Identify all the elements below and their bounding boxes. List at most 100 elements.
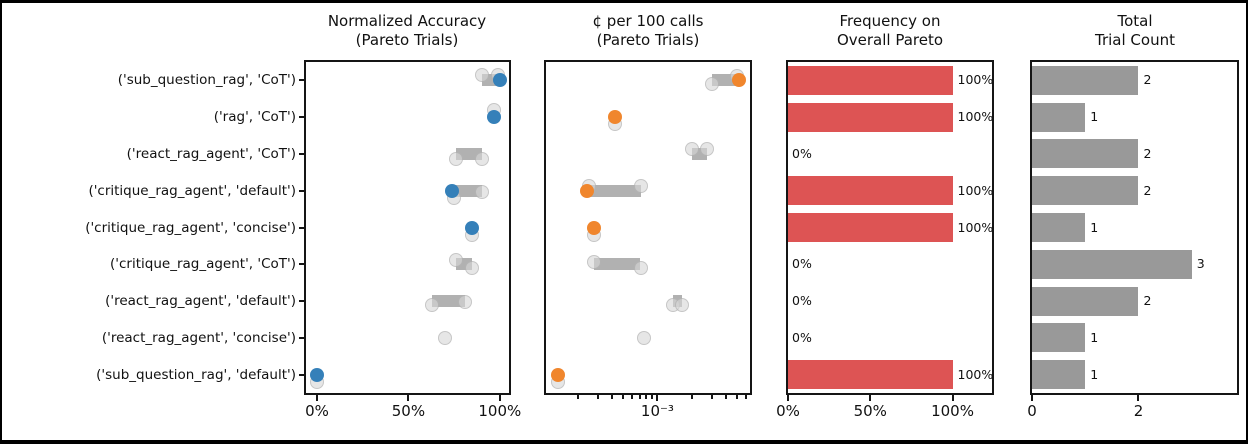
best-trial-point xyxy=(551,367,566,382)
pareto-range-bar xyxy=(586,184,641,197)
trial-point xyxy=(636,330,651,345)
x-tick xyxy=(1031,395,1033,401)
trial-point xyxy=(704,77,719,92)
x-tick-label: 2 xyxy=(1133,402,1144,420)
x-tick-label: 0% xyxy=(305,402,329,420)
best-trial-point xyxy=(309,367,324,382)
x-minor-tick xyxy=(576,395,579,399)
x-minor-tick xyxy=(736,395,739,399)
bar-value-label: 2 xyxy=(1143,145,1152,161)
title-line-1: ¢ per 100 calls xyxy=(592,12,704,30)
y-tick xyxy=(299,152,306,155)
y-tick xyxy=(299,79,306,82)
trial-point xyxy=(633,261,648,276)
x-minor-tick xyxy=(645,395,648,399)
bar-value-label: 100% xyxy=(957,109,994,125)
x-tick xyxy=(1137,395,1140,401)
bar-value-label: 2 xyxy=(1143,293,1152,309)
y-tick xyxy=(299,300,306,303)
title-line-2: (Pareto Trials) xyxy=(355,31,459,49)
bar xyxy=(1032,139,1139,169)
panel-title-cost-per-100-calls: ¢ per 100 calls (Pareto Trials) xyxy=(498,12,798,50)
best-trial-point xyxy=(487,110,502,125)
x-tick xyxy=(951,395,954,401)
bar-value-label: 100% xyxy=(957,366,994,382)
panel-title-normalized-accuracy: Normalized Accuracy (Pareto Trials) xyxy=(257,12,557,50)
x-tick-label: 100% xyxy=(931,402,974,420)
bar-value-label: 0% xyxy=(792,329,812,345)
trial-point xyxy=(474,184,489,199)
trial-point xyxy=(458,295,473,310)
panel-title-frequency-on-pareto: Frequency on Overall Pareto xyxy=(740,12,1040,50)
best-trial-point xyxy=(586,220,601,235)
x-minor-tick xyxy=(724,395,727,399)
trial-point xyxy=(700,141,715,156)
row-label: ('sub_question_rag', 'CoT') xyxy=(117,72,296,89)
x-tick-label: 50% xyxy=(853,402,887,420)
row-label: ('react_rag_agent', 'default') xyxy=(105,293,296,310)
title-line-1: Total xyxy=(1117,12,1153,30)
row-label: ('critique_rag_agent', 'concise') xyxy=(85,219,296,236)
row-label: ('critique_rag_agent', 'CoT') xyxy=(110,256,296,273)
y-tick xyxy=(299,336,306,339)
x-minor-tick xyxy=(638,395,641,399)
x-tick xyxy=(787,395,789,401)
plot-panel-1 xyxy=(544,60,752,395)
row-label: ('react_rag_agent', 'CoT') xyxy=(126,145,296,162)
bar xyxy=(1032,323,1086,353)
bar-value-label: 100% xyxy=(957,72,994,88)
best-trial-point xyxy=(607,110,622,125)
trial-point xyxy=(586,255,601,270)
bar-value-label: 1 xyxy=(1090,219,1099,235)
x-tick-label: 100% xyxy=(478,402,522,420)
title-line-1: Frequency on xyxy=(839,12,941,30)
bar-value-label: 3 xyxy=(1196,256,1205,272)
best-trial-point xyxy=(492,73,507,88)
trial-point xyxy=(448,253,463,268)
trial-point xyxy=(474,68,489,83)
best-trial-point xyxy=(445,183,460,198)
y-tick xyxy=(299,226,306,229)
pareto-range-bar xyxy=(432,295,466,308)
y-tick xyxy=(299,263,306,266)
best-trial-point xyxy=(731,73,746,88)
x-tick xyxy=(407,395,410,401)
bar xyxy=(788,176,953,206)
x-minor-tick xyxy=(710,395,713,399)
bar xyxy=(788,360,953,390)
trial-point xyxy=(474,151,489,166)
bar xyxy=(788,65,953,95)
x-minor-tick xyxy=(651,395,654,399)
bar-value-label: 0% xyxy=(792,256,812,272)
row-label: ('sub_question_rag', 'default') xyxy=(96,366,296,383)
trial-point xyxy=(425,298,440,313)
title-line-1: Normalized Accuracy xyxy=(327,12,487,30)
row-label: ('react_rag_agent', 'concise') xyxy=(101,329,296,346)
x-tick-label: 0% xyxy=(776,402,800,420)
row-label: ('critique_rag_agent', 'default') xyxy=(88,182,296,199)
x-tick xyxy=(656,395,659,401)
bar xyxy=(1032,360,1086,390)
bar-value-label: 0% xyxy=(792,145,812,161)
plot-panel-2: 100% 100% 0% 100% 100% 0% 0% 0% 100% xyxy=(786,60,994,395)
best-trial-point xyxy=(465,220,480,235)
x-tick xyxy=(315,395,318,401)
bar-value-label: 100% xyxy=(957,182,994,198)
title-line-2: Trial Count xyxy=(1095,31,1175,49)
trial-point xyxy=(684,141,699,156)
bar-value-label: 100% xyxy=(957,219,994,235)
x-tick-label: 0 xyxy=(1027,402,1037,420)
bar xyxy=(1032,176,1139,206)
bar xyxy=(1032,249,1192,279)
plot-panel-3: 2 1 2 2 1 3 2 1 1 xyxy=(1030,60,1239,395)
y-tick xyxy=(299,116,306,119)
x-minor-tick xyxy=(745,395,748,399)
trial-point xyxy=(633,178,648,193)
x-tick xyxy=(869,395,872,401)
bar xyxy=(1032,286,1139,316)
title-line-2: Overall Pareto xyxy=(836,31,944,49)
row-label: ('rag', 'CoT') xyxy=(213,109,296,126)
x-minor-tick xyxy=(622,395,625,399)
bar-value-label: 0% xyxy=(792,293,812,309)
